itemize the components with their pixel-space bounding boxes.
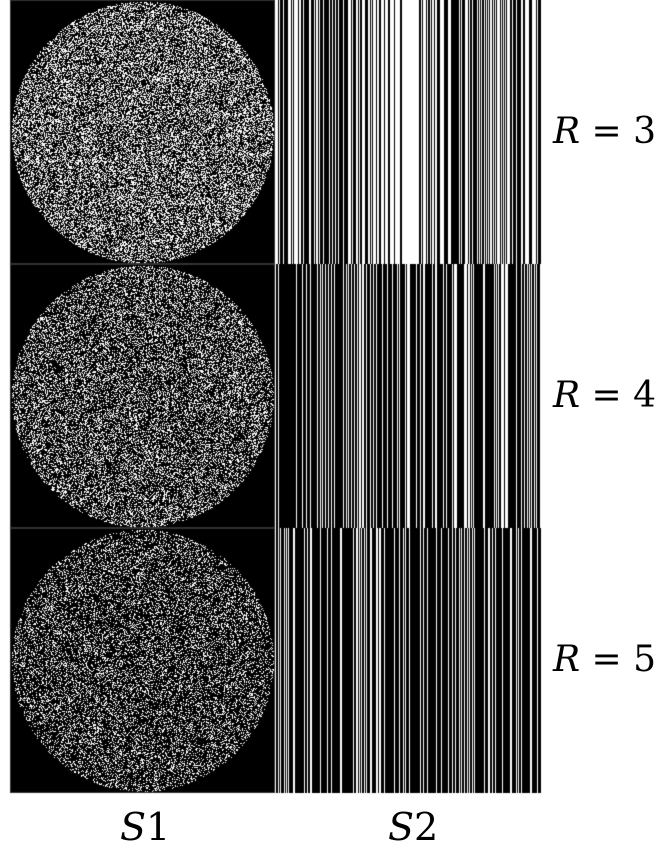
row-label-r4: R = 4 xyxy=(553,375,657,416)
column-label-s1: S1 xyxy=(120,805,171,849)
row-label-r3: R = 3 xyxy=(553,111,657,152)
column-label-s2: S2 xyxy=(388,805,439,849)
row-label-r5: R = 5 xyxy=(553,639,657,680)
